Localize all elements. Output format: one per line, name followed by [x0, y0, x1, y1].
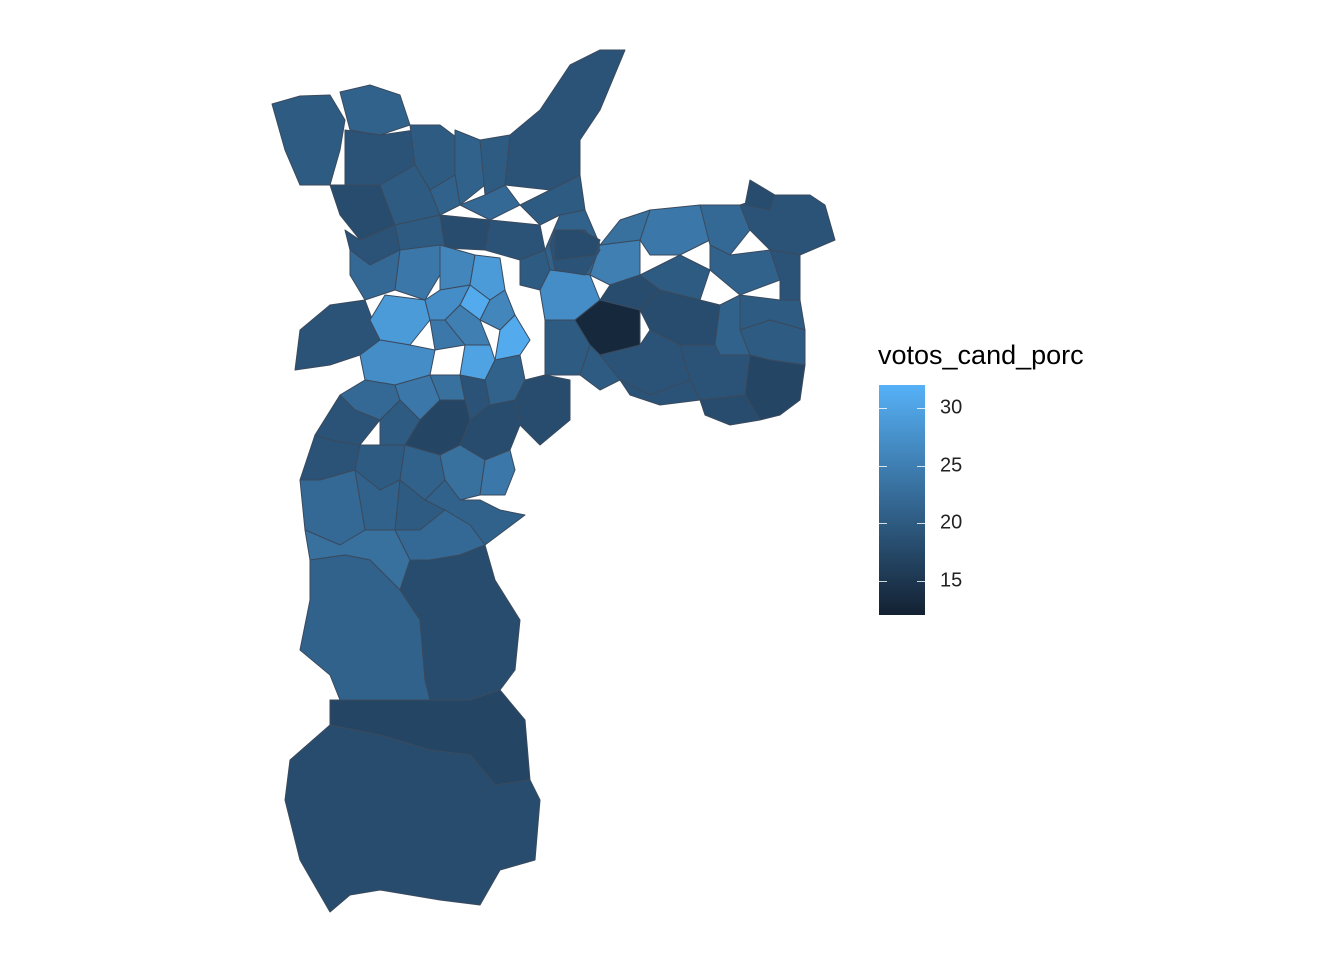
legend-color-bar	[879, 385, 925, 615]
map-region	[599, 209, 651, 246]
map-region	[639, 204, 711, 256]
legend-tick-mark	[879, 580, 887, 582]
map-region	[699, 204, 751, 256]
legend-tick-label: 20	[940, 511, 963, 534]
map-region	[439, 214, 491, 251]
map-region	[699, 394, 761, 426]
map-region	[744, 354, 806, 421]
map-region	[399, 544, 521, 701]
map-region	[271, 94, 346, 186]
map-region	[709, 244, 781, 296]
map-region	[744, 179, 776, 211]
map-region	[739, 194, 836, 256]
map-region	[504, 49, 626, 191]
legend-tick-mark	[879, 408, 887, 409]
map-regions	[271, 49, 836, 913]
legend-tick-mark	[917, 408, 925, 409]
map-region	[369, 294, 431, 346]
map-region	[639, 254, 711, 301]
map-region	[394, 244, 441, 301]
map-region	[459, 184, 521, 221]
map-region	[439, 244, 476, 291]
map-region	[479, 449, 516, 496]
map-region	[579, 344, 621, 391]
legend-title: votos_cand_porc	[878, 340, 1084, 370]
map-region	[339, 84, 411, 136]
map-region	[514, 374, 571, 446]
legend-tick-mark	[879, 465, 887, 467]
legend-tick-label: 25	[940, 454, 963, 476]
legend-tick-label: 15	[940, 569, 963, 591]
map-region	[284, 724, 541, 913]
map-region	[494, 314, 531, 361]
legend-tick-mark	[917, 580, 925, 582]
legend-tick-mark	[879, 523, 887, 524]
legend-tick-mark	[917, 523, 925, 524]
legend-tick-label: 30	[940, 396, 963, 419]
map-region	[454, 129, 486, 206]
map-region	[554, 229, 601, 261]
map-region	[619, 379, 701, 406]
legend-tick-mark	[917, 465, 925, 467]
